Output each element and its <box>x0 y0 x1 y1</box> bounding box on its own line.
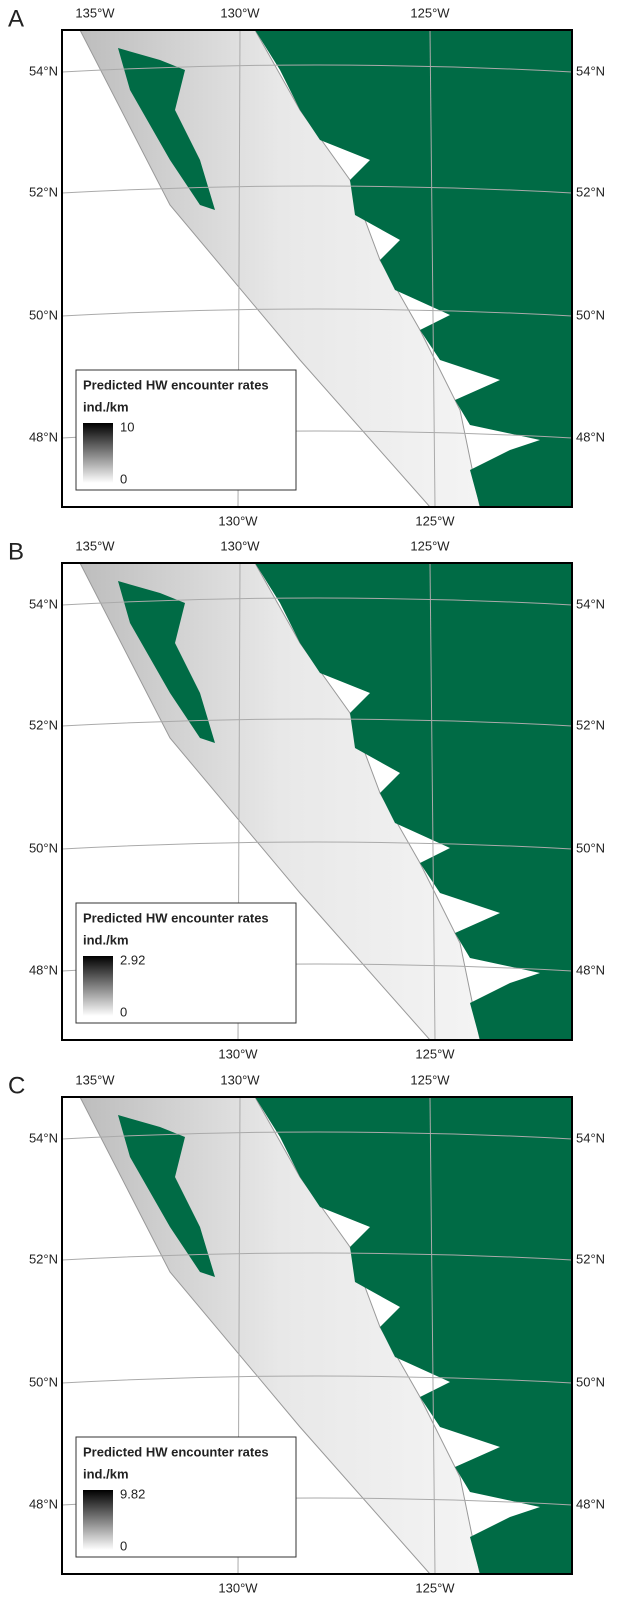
map-frame <box>61 562 573 1041</box>
lat-label: 54°N <box>29 596 58 611</box>
legend-ramp <box>83 423 113 483</box>
lon-label: 130°W <box>220 5 260 20</box>
lat-label: 52°N <box>576 1251 605 1266</box>
lon-label: 130°W <box>220 538 260 553</box>
lat-label: 54°N <box>576 1130 605 1145</box>
lon-label: 130°W <box>218 513 258 528</box>
map-panel: B 135°W 130°W 125°W 130°W 125°W 54°N 52°N 50°N 48… <box>8 538 605 1061</box>
lon-label: 125°W <box>410 5 450 20</box>
legend-ramp <box>83 956 113 1016</box>
lat-label: 48°N <box>29 962 58 977</box>
graticule <box>61 1131 573 1140</box>
graticule <box>61 718 573 727</box>
legend-unit: ind./km <box>83 399 129 414</box>
lon-label: 125°W <box>415 513 455 528</box>
lat-label: 52°N <box>576 184 605 199</box>
graticule <box>61 841 573 850</box>
lon-label: 130°W <box>220 1072 260 1087</box>
island <box>118 1115 215 1277</box>
lon-label: 125°W <box>410 1072 450 1087</box>
panel-letter: C <box>8 1072 25 1099</box>
island <box>118 48 215 210</box>
legend-ramp <box>83 1490 113 1550</box>
lat-label: 54°N <box>576 63 605 78</box>
map-panel: C 135°W 130°W 125°W 130°W 125°W 54°N 52°N 50°N 48… <box>8 1072 605 1595</box>
lon-label: 125°W <box>415 1580 455 1595</box>
graticule <box>429 29 436 508</box>
lon-label: 125°W <box>415 1046 455 1061</box>
lat-label: 50°N <box>576 1374 605 1389</box>
lat-label: 54°N <box>576 596 605 611</box>
legend-min: 0 <box>120 1004 127 1019</box>
lat-label: 50°N <box>576 840 605 855</box>
graticule <box>429 562 436 1041</box>
map-frame <box>61 1096 573 1575</box>
lat-label: 48°N <box>29 1496 58 1511</box>
graticule <box>61 64 573 73</box>
lat-label: 52°N <box>29 184 58 199</box>
legend-max: 9.82 <box>120 1486 145 1501</box>
legend-unit: ind./km <box>83 1466 129 1481</box>
lat-label: 50°N <box>29 840 58 855</box>
graticule <box>61 1252 573 1261</box>
legend-unit: ind./km <box>83 932 129 947</box>
lat-label: 52°N <box>29 717 58 732</box>
land <box>255 563 572 1040</box>
land <box>255 30 572 507</box>
lat-label: 50°N <box>29 307 58 322</box>
lat-label: 50°N <box>576 307 605 322</box>
graticule <box>429 1096 436 1575</box>
lon-label: 135°W <box>75 538 115 553</box>
map-panel: A 135°W 130°W 125°W 130°W 125°W 54°N 52°N 50°N 48… <box>8 5 605 528</box>
graticule <box>61 597 573 606</box>
lat-label: 54°N <box>29 1130 58 1145</box>
graticule <box>61 308 573 317</box>
graticule <box>61 1375 573 1384</box>
lon-label: 135°W <box>75 5 115 20</box>
lat-label: 48°N <box>576 1496 605 1511</box>
lat-label: 54°N <box>29 63 58 78</box>
lon-label: 130°W <box>218 1580 258 1595</box>
lon-label: 125°W <box>410 538 450 553</box>
lon-label: 135°W <box>75 1072 115 1087</box>
legend-title: Predicted HW encounter rates <box>83 377 269 392</box>
legend-title: Predicted HW encounter rates <box>83 1444 269 1459</box>
island <box>118 581 215 743</box>
lon-label: 130°W <box>218 1046 258 1061</box>
land <box>255 1097 572 1574</box>
panel-letter: B <box>8 538 24 565</box>
lat-label: 48°N <box>576 429 605 444</box>
lat-label: 50°N <box>29 1374 58 1389</box>
graticule <box>61 185 573 194</box>
legend-max: 2.92 <box>120 952 145 967</box>
map-frame <box>61 29 573 508</box>
legend-min: 0 <box>120 471 127 486</box>
panel-letter: A <box>8 5 24 32</box>
legend-max: 10 <box>120 419 134 434</box>
lat-label: 48°N <box>576 962 605 977</box>
lat-label: 52°N <box>29 1251 58 1266</box>
legend-title: Predicted HW encounter rates <box>83 910 269 925</box>
lat-label: 48°N <box>29 429 58 444</box>
legend-min: 0 <box>120 1538 127 1553</box>
lat-label: 52°N <box>576 717 605 732</box>
